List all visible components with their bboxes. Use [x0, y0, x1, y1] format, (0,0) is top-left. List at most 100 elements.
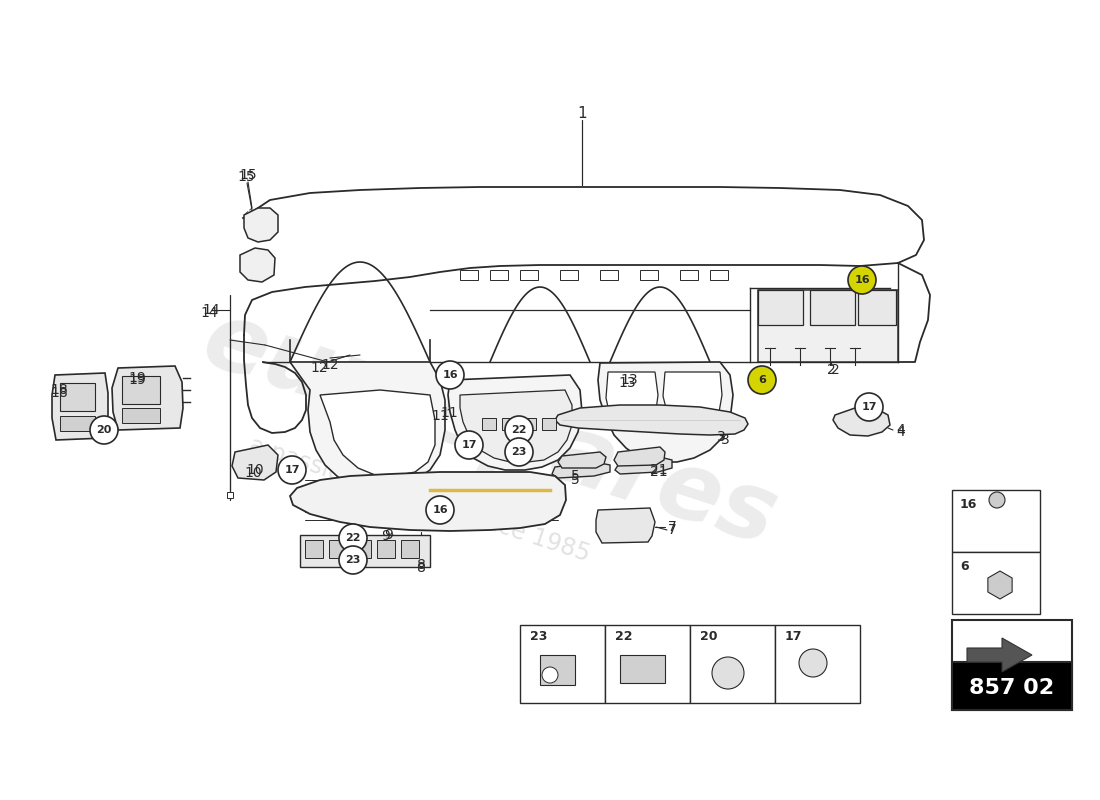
- Text: 14: 14: [200, 306, 218, 320]
- Text: 17: 17: [785, 630, 803, 643]
- Circle shape: [855, 393, 883, 421]
- Text: 6: 6: [758, 375, 766, 385]
- Polygon shape: [290, 362, 446, 488]
- Bar: [227, 492, 233, 498]
- Bar: [560, 270, 578, 280]
- Text: 5: 5: [571, 469, 580, 483]
- Polygon shape: [320, 390, 434, 476]
- Text: 16: 16: [442, 370, 458, 380]
- Bar: [60, 416, 95, 431]
- Text: 14: 14: [202, 303, 220, 317]
- Text: 22: 22: [345, 533, 361, 543]
- Text: 17: 17: [861, 402, 877, 412]
- Text: 19: 19: [128, 371, 146, 385]
- Text: 3: 3: [720, 433, 729, 447]
- Circle shape: [505, 438, 534, 466]
- Bar: [60, 383, 95, 411]
- Bar: [690, 625, 776, 703]
- Text: 22: 22: [512, 425, 527, 435]
- Text: 2: 2: [826, 363, 835, 377]
- Bar: [600, 270, 618, 280]
- Text: 10: 10: [244, 466, 262, 480]
- Polygon shape: [448, 375, 582, 470]
- Text: 15: 15: [239, 168, 256, 182]
- Circle shape: [339, 524, 367, 552]
- Polygon shape: [615, 457, 672, 474]
- Polygon shape: [232, 445, 278, 480]
- Circle shape: [278, 456, 306, 484]
- Text: 18: 18: [51, 386, 68, 400]
- Text: 20: 20: [97, 425, 112, 435]
- Bar: [680, 270, 698, 280]
- Bar: [605, 625, 690, 703]
- Circle shape: [339, 546, 367, 574]
- Text: 16: 16: [855, 275, 870, 285]
- Text: 9: 9: [384, 528, 393, 542]
- Polygon shape: [606, 372, 658, 428]
- Bar: [502, 418, 516, 430]
- Polygon shape: [598, 362, 733, 462]
- Bar: [542, 418, 556, 430]
- Polygon shape: [460, 390, 572, 462]
- Bar: [122, 408, 160, 423]
- Polygon shape: [244, 208, 278, 242]
- Circle shape: [748, 366, 775, 394]
- Bar: [520, 625, 605, 703]
- Bar: [353, 540, 371, 558]
- Text: 16: 16: [960, 498, 978, 510]
- Polygon shape: [967, 638, 1032, 672]
- Bar: [490, 270, 508, 280]
- Text: 12: 12: [310, 361, 328, 375]
- Polygon shape: [52, 373, 108, 440]
- Text: eurospares: eurospares: [191, 294, 789, 566]
- Text: 19: 19: [128, 373, 146, 387]
- Text: 3: 3: [716, 430, 725, 444]
- Circle shape: [712, 657, 744, 689]
- Bar: [952, 490, 1040, 552]
- Polygon shape: [240, 248, 275, 282]
- Bar: [122, 376, 160, 404]
- Text: 13: 13: [618, 376, 636, 390]
- Text: 7: 7: [668, 523, 676, 537]
- Bar: [810, 290, 855, 325]
- Bar: [952, 552, 1040, 614]
- Polygon shape: [112, 366, 183, 430]
- Text: a passion for parts since 1985: a passion for parts since 1985: [246, 434, 594, 566]
- Text: 18: 18: [51, 383, 68, 397]
- Circle shape: [848, 266, 876, 294]
- Circle shape: [436, 361, 464, 389]
- Text: 12: 12: [321, 358, 339, 372]
- Polygon shape: [290, 472, 566, 531]
- Bar: [758, 290, 803, 325]
- Text: 23: 23: [512, 447, 527, 457]
- Text: 2: 2: [830, 363, 839, 377]
- Polygon shape: [833, 408, 890, 436]
- Text: 10: 10: [246, 463, 264, 477]
- Text: 11: 11: [431, 409, 449, 423]
- Circle shape: [799, 649, 827, 677]
- Polygon shape: [614, 447, 666, 466]
- Text: 16: 16: [432, 505, 448, 515]
- Polygon shape: [556, 405, 748, 435]
- Circle shape: [989, 492, 1005, 508]
- Text: 8: 8: [417, 561, 426, 575]
- Circle shape: [90, 416, 118, 444]
- Bar: [858, 290, 896, 325]
- Text: 7: 7: [668, 520, 676, 534]
- Bar: [540, 655, 575, 685]
- Bar: [377, 540, 395, 558]
- Circle shape: [455, 431, 483, 459]
- Text: 21: 21: [650, 463, 668, 477]
- Bar: [640, 270, 658, 280]
- Text: 23: 23: [345, 555, 361, 565]
- Text: 23: 23: [530, 630, 548, 643]
- Bar: [710, 270, 728, 280]
- Circle shape: [426, 496, 454, 524]
- Text: 13: 13: [620, 373, 638, 387]
- Polygon shape: [558, 452, 606, 468]
- Bar: [300, 535, 430, 567]
- Bar: [402, 540, 419, 558]
- Bar: [952, 620, 1072, 710]
- Text: 22: 22: [615, 630, 632, 643]
- Bar: [776, 625, 860, 703]
